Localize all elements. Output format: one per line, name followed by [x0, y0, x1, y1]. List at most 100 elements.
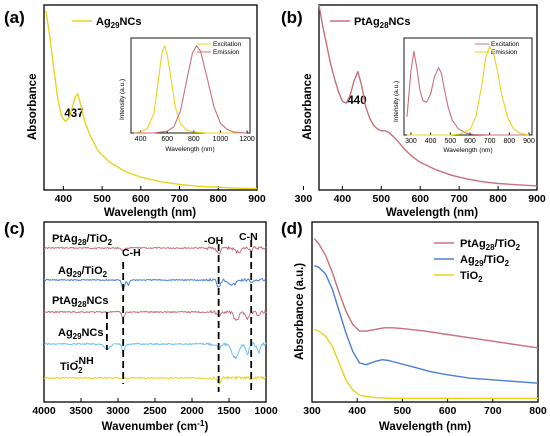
xlabel-b: Wavelength (nm) — [386, 207, 478, 219]
xtick-label: 700 — [450, 193, 468, 205]
inset-ylabel-b: Intensity (a.u.) — [393, 81, 400, 122]
xtick-label: 600 — [464, 138, 476, 145]
ftir-trace — [43, 246, 267, 255]
xtick-label: 900 — [528, 193, 546, 205]
xtick-label: 500 — [373, 193, 391, 205]
panel-label-c: (c) — [4, 219, 25, 238]
legend-label-b: PtAg28NCs — [354, 16, 410, 30]
band-label-cn: C-N — [239, 231, 258, 243]
legend-label-a: Ag29NCs — [96, 16, 141, 30]
ylabel-b: Absorbance — [302, 74, 314, 140]
xtick-label: 400 — [334, 193, 352, 205]
xtick-label: 800 — [188, 136, 200, 143]
series-tio2-d — [314, 328, 538, 399]
xlabel-a: Wavelength (nm) — [104, 207, 196, 219]
xtick-label: 500 — [93, 193, 111, 205]
ftir-labels: PtAg28/TiO2 Ag29/TiO2 PtAg28NCs Ag29NCs … — [52, 233, 113, 375]
trace-label-ptag28-tio2: PtAg28/TiO2 — [52, 233, 113, 247]
trace-label-tio2: TiO2 — [60, 361, 83, 375]
xtick-label: 800 — [529, 405, 547, 417]
ftir-trace — [43, 309, 267, 321]
panel-d: (d) Absorbance (a.u.) Wavelength (nm) 30… — [281, 219, 547, 433]
inset-b: Intensity (a.u.) Wavelength (nm) 300 400 5… — [393, 37, 535, 154]
inset-legend-excitation-b: Excitation — [491, 41, 520, 48]
panel-b: (b) Absorbance Wavelength (nm) 300 400 500… — [281, 4, 546, 219]
inset-legend-emission-a: Emission — [213, 49, 240, 56]
panel-c: (c) Wavenumber (cm-1) 4000 3500 3000 2500 20… — [4, 219, 278, 433]
legend-label-tio2-d: TiO2 — [460, 270, 483, 284]
xtick-label: 400 — [425, 138, 437, 145]
peak-label-b: 440 — [347, 95, 366, 107]
xtick-label: 1000 — [213, 136, 229, 143]
xtick-label: 600 — [132, 193, 150, 205]
xtick-label: 300 — [405, 138, 417, 145]
xtick-label: 300 — [295, 193, 313, 205]
xtick-label: 2500 — [143, 405, 167, 417]
ftir-trace — [43, 375, 267, 385]
plot-frame-d — [311, 221, 539, 403]
xlabel-d: Wavelength (nm) — [379, 421, 471, 433]
band-label-ch: C-H — [122, 247, 141, 259]
plot-frame-b — [318, 4, 538, 191]
xticks-d: 300 400 500 600 700 800 — [303, 398, 547, 417]
xtick-label: 2000 — [180, 405, 204, 417]
inset-series-emission-a — [134, 45, 248, 134]
ylabel-d: Absorbance (a.u.) — [294, 263, 306, 360]
ftir-band-markers: C-H -OH C-N -NH — [75, 231, 258, 392]
xtick-label: 400 — [348, 405, 366, 417]
inset-a: Intensity (a.u.) Wavelength (nm) 400 600 8… — [119, 37, 255, 153]
xtick-label: 4000 — [32, 405, 56, 417]
xtick-label: 3000 — [106, 405, 130, 417]
panel-label-a: (a) — [4, 8, 25, 27]
ftir-traces — [43, 246, 267, 385]
xticks-b: 300 400 500 600 700 800 900 — [295, 186, 546, 205]
xtick-label: 900 — [248, 193, 266, 205]
inset-ylabel-a: Intensity (a.u.) — [119, 79, 126, 120]
xtick-label: 700 — [484, 405, 502, 417]
ftir-trace — [43, 278, 267, 291]
series-ptag28ncs-b — [318, 4, 538, 187]
xtick-label: 1500 — [217, 405, 241, 417]
xticks-c: 4000 3500 3000 2500 2000 1500 1000 — [32, 398, 278, 417]
inset-legend-emission-b: Emission — [491, 49, 518, 56]
xtick-label: 3500 — [69, 405, 93, 417]
inset-series-excitation-b — [406, 50, 529, 136]
xtick-label: 800 — [210, 193, 228, 205]
xtick-label: 1200 — [239, 136, 255, 143]
ftir-trace — [43, 342, 267, 360]
xtick-label: 1000 — [254, 405, 278, 417]
xtick-label: 600 — [161, 136, 173, 143]
inset-legend-excitation-a: Excitation — [213, 41, 242, 48]
xtick-label: 700 — [484, 138, 496, 145]
xtick-label: 400 — [55, 193, 73, 205]
xtick-label: 600 — [439, 405, 457, 417]
series-ptag28-tio2-d — [313, 238, 539, 349]
xtick-label: 700 — [171, 193, 189, 205]
legend-label-ptag28-tio2-d: PtAg28/TiO2 — [460, 238, 521, 252]
trace-label-ag29ncs: Ag29NCs — [58, 327, 103, 341]
ylabel-a: Absorbance — [27, 74, 39, 140]
trace-label-ptag28ncs: PtAg28NCs — [52, 295, 108, 309]
panel-label-d: (d) — [281, 219, 303, 238]
series-ag29ncs-a — [45, 10, 258, 190]
trace-label-ag29-tio2: Ag29/TiO2 — [58, 265, 108, 279]
inset-series-excitation-a — [133, 45, 247, 134]
xtick-label: 400 — [135, 136, 147, 143]
peak-label-a: 437 — [64, 108, 83, 120]
xtick-label: 600 — [411, 193, 429, 205]
panel-a: (a) Absorbance Wavelength (nm) 400 500 600… — [4, 4, 266, 219]
xtick-label: 300 — [303, 405, 321, 417]
xtick-label: 500 — [444, 138, 456, 145]
xlabel-c: Wavenumber (cm-1) — [102, 419, 209, 433]
legend-label-ag29-tio2-d: Ag29/TiO2 — [460, 254, 510, 268]
inset-xlabel-b: Wavelength (nm) — [443, 147, 492, 154]
panel-label-b: (b) — [281, 8, 303, 27]
xtick-label: 500 — [394, 405, 412, 417]
xtick-label: 800 — [503, 138, 515, 145]
inset-series-emission-b — [407, 46, 530, 136]
xticks-a: 400 500 600 700 800 900 — [55, 186, 266, 205]
band-label-oh: -OH — [204, 235, 223, 247]
inset-xlabel-a: Wavelength (nm) — [165, 146, 214, 153]
inset-xticks-b: 300 400 500 600 700 800 900 — [405, 132, 535, 145]
